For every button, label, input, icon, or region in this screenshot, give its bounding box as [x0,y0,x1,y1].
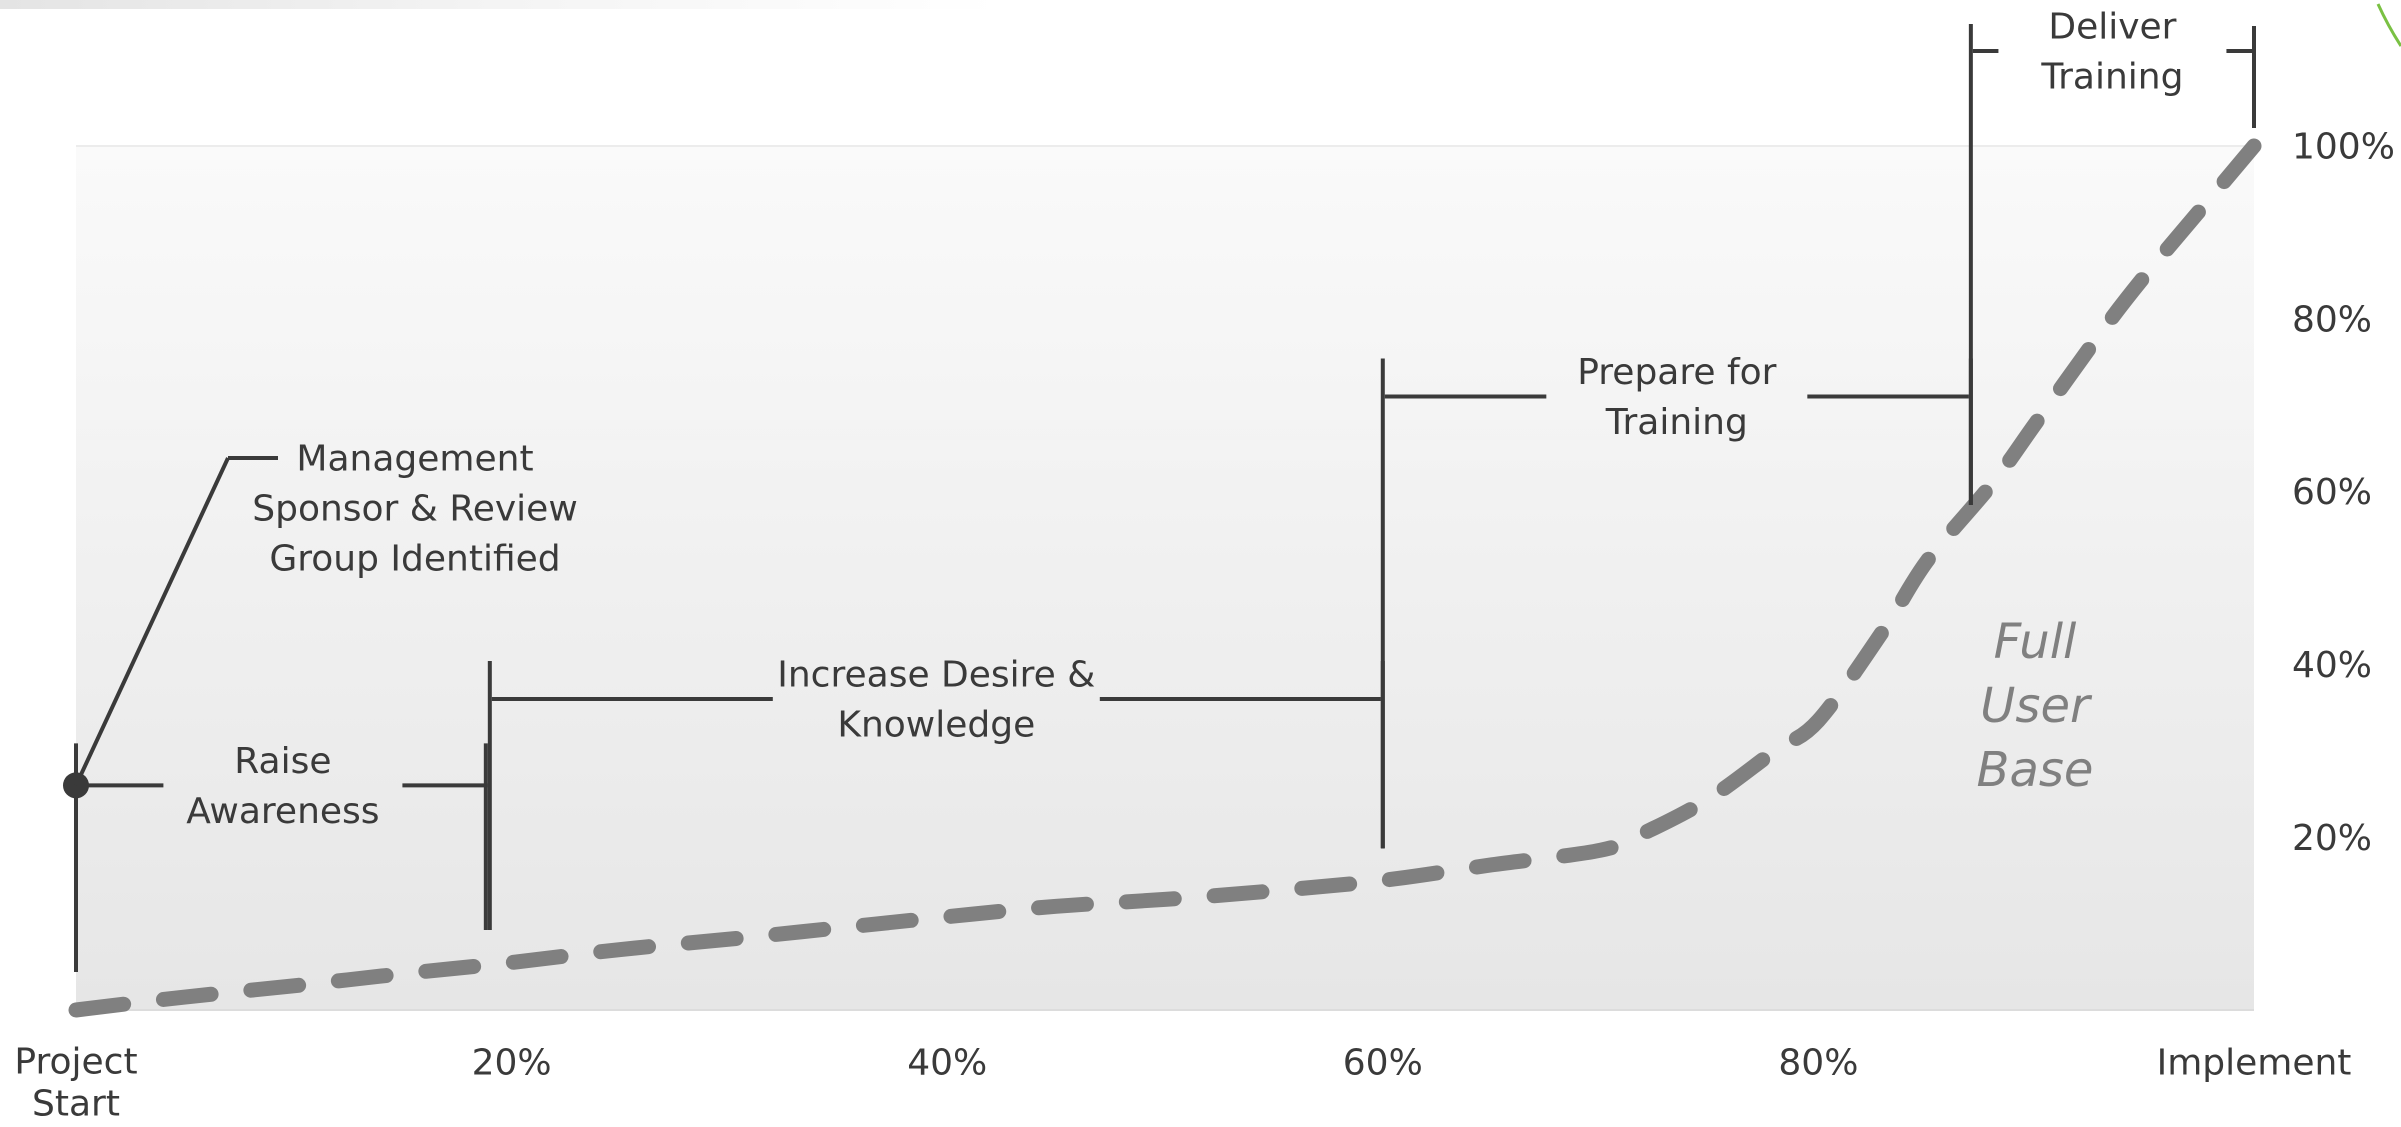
milestone-label: Management Sponsor & Review Group Identifi… [252,439,578,580]
curve-label-full-user-base-line: Full [1994,614,2077,670]
milestone-label-line: Management [296,439,533,480]
phase-label-line: Deliver [2048,7,2176,48]
phase-label-line: Raise [234,741,331,782]
y-tick-label: 40% [2292,645,2372,686]
y-tick-label-line: 80% [2292,299,2372,340]
phase-label-line: Training [1605,402,1748,443]
y-tick-label: 80% [2292,299,2372,340]
x-tick-label-line: 80% [1778,1043,1858,1084]
x-tick-label: 40% [907,1043,987,1084]
y-tick-label: 20% [2292,818,2372,859]
x-tick-label-line: 20% [472,1043,552,1084]
x-tick-label-line: Project [14,1042,137,1083]
x-tick-label: 60% [1343,1043,1423,1084]
phase-label-line: Knowledge [837,705,1035,746]
phase-label-line: Training [2040,57,2183,98]
phase-label: Deliver Training [2040,7,2183,98]
milestone-label-line: Sponsor & Review [252,489,578,530]
x-tick-label-line: Implement [2157,1043,2352,1084]
phase-label-line: Prepare for [1577,352,1776,393]
top-strip [0,0,1000,9]
x-tick-label-line: Start [32,1084,120,1125]
y-tick-label-line: 60% [2292,472,2372,513]
x-tick-label-line: 40% [907,1043,987,1084]
x-tick-label: Project Start [14,1042,137,1125]
corner-accent [2378,4,2401,46]
curve-label-full-user-base: Full User Base [1977,614,2094,798]
milestone-label-line: Group Identified [269,539,560,580]
phase-label-line: Awareness [186,791,379,832]
y-tick-label: 60% [2292,472,2372,513]
y-tick-label-line: 100% [2292,127,2395,168]
curve-label-full-user-base-line: User [1980,678,2093,734]
x-tick-label: 20% [472,1043,552,1084]
phase-label-line: Increase Desire & [777,655,1095,696]
x-tick-label-line: 60% [1343,1043,1423,1084]
y-tick-label-line: 20% [2292,818,2372,859]
curve-label-full-user-base-line: Base [1977,742,2094,798]
x-tick-label: 80% [1778,1043,1858,1084]
y-tick-label-line: 40% [2292,645,2372,686]
y-tick-label: 100% [2292,127,2395,168]
x-tick-label: Implement [2157,1043,2352,1084]
